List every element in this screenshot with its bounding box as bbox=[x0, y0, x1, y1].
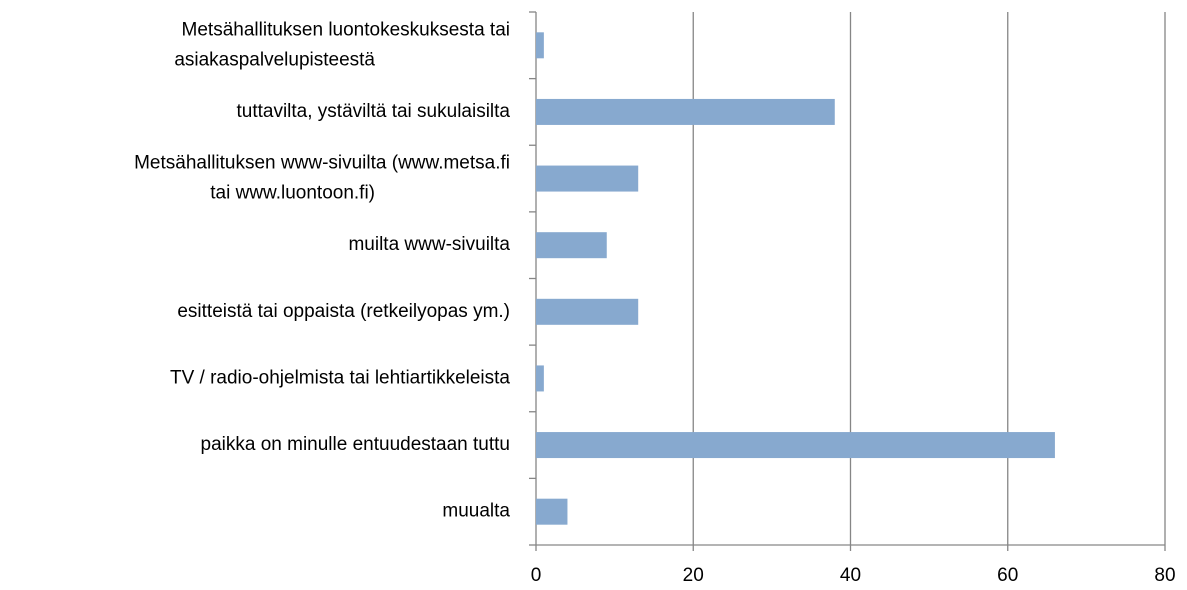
label-line: muilta www-sivuilta bbox=[348, 234, 510, 255]
bar bbox=[536, 498, 568, 525]
y-tick-label: Metsähallituksen luontokeskuksesta tai as… bbox=[174, 19, 510, 70]
y-tick-label: paikka on minulle entuudestaan tuttu bbox=[201, 434, 511, 455]
label-line: esitteistä tai oppaista (retkeilyopas ym… bbox=[177, 301, 510, 322]
bar bbox=[536, 432, 1055, 459]
x-tick-label: 80 bbox=[1154, 565, 1175, 586]
y-tick-label: Metsähallituksen www-sivuilta (www.metsa… bbox=[134, 153, 510, 204]
bar bbox=[536, 365, 544, 392]
bar bbox=[536, 165, 639, 192]
label-line: paikka on minulle entuudestaan tuttu bbox=[201, 434, 511, 455]
x-tick-label: 0 bbox=[531, 565, 542, 586]
label-line: asiakaspalvelupisteestä bbox=[174, 49, 375, 70]
x-tick-label: 20 bbox=[683, 565, 704, 586]
y-tick-label: esitteistä tai oppaista (retkeilyopas ym… bbox=[177, 301, 510, 322]
bar bbox=[536, 32, 544, 59]
y-tick-label: tuttavilta, ystäviltä tai sukulaisilta bbox=[236, 101, 510, 122]
y-tick-label: TV / radio-ohjelmista tai lehtiartikkele… bbox=[170, 367, 510, 388]
bar bbox=[536, 298, 639, 325]
label-line: tuttavilta, ystäviltä tai sukulaisilta bbox=[236, 101, 510, 122]
label-line: Metsähallituksen luontokeskuksesta tai bbox=[182, 19, 510, 40]
label-line: tai www.luontoon.fi) bbox=[210, 183, 375, 204]
bar bbox=[536, 232, 607, 259]
label-line: Metsähallituksen www-sivuilta (www.metsa… bbox=[134, 153, 510, 174]
y-tick-label: muilta www-sivuilta bbox=[348, 234, 510, 255]
label-line: TV / radio-ohjelmista tai lehtiartikkele… bbox=[170, 367, 510, 388]
y-tick-label: muualta bbox=[442, 501, 510, 522]
x-tick-label: 40 bbox=[840, 565, 861, 586]
x-tick-label: 60 bbox=[997, 565, 1018, 586]
bar bbox=[536, 98, 835, 125]
label-line: muualta bbox=[442, 501, 510, 522]
